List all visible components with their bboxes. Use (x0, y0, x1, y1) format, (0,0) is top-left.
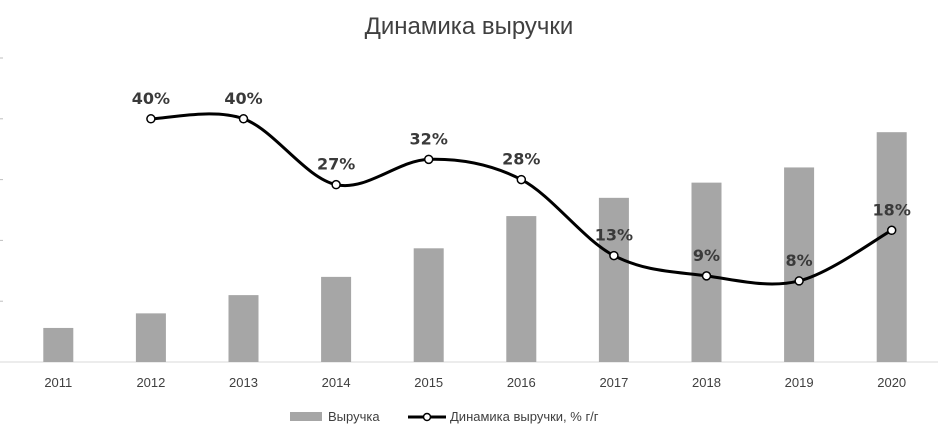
x-tick-label: 2019 (785, 375, 814, 390)
legend-marker-growth (422, 412, 432, 422)
x-tick-label: 2011 (44, 375, 72, 390)
x-tick-label: 2018 (692, 375, 721, 390)
growth-label-2015: 32% (410, 129, 448, 148)
x-tick-label: 2013 (229, 375, 258, 390)
growth-point-2020 (886, 225, 897, 236)
legend-label-revenue: Выручка (328, 409, 380, 424)
bar-2015 (413, 248, 444, 362)
legend-swatch-revenue (290, 412, 322, 421)
x-tick-label: 2014 (322, 375, 351, 390)
growth-point-2015 (423, 154, 434, 165)
revenue-bars (43, 132, 907, 362)
growth-point-2014 (331, 179, 341, 190)
x-tick-label: 2015 (414, 375, 443, 390)
legend-label-growth: Динамика выручки, % г/г (450, 409, 599, 424)
growth-label-2016: 28% (502, 150, 540, 169)
growth-point-2018 (701, 271, 712, 281)
x-tick-label: 2020 (877, 375, 906, 390)
growth-point-2013 (238, 114, 249, 124)
x-axis-labels: 2011 2012 2013 2014 2015 2016 2017 2018 2019 2020 (44, 375, 906, 390)
growth-points (146, 114, 897, 286)
growth-point-2016 (516, 174, 527, 185)
x-tick-label: 2017 (599, 375, 628, 390)
x-tick-label: 2016 (507, 375, 536, 390)
growth-label-2018: 9% (693, 246, 720, 265)
growth-point-2017 (609, 250, 619, 261)
growth-label-2017: 13% (595, 226, 633, 245)
growth-label-2014: 27% (317, 155, 355, 174)
bar-2014 (321, 276, 352, 362)
bar-2012 (135, 313, 166, 362)
bar-2017 (598, 197, 629, 362)
growth-label-2012: 40% (132, 89, 170, 108)
legend: Выручка Динамика выручки, % г/г (290, 409, 599, 424)
growth-label-2019: 8% (786, 251, 813, 270)
bar-2016 (506, 216, 537, 362)
growth-label-2020: 18% (873, 200, 911, 219)
growth-point-2012 (146, 114, 156, 124)
growth-data-labels: 40% 40% 27% 32% 28% 13% 9% 8% 18% (132, 89, 911, 270)
bar-2013 (228, 295, 259, 362)
chart-title: Динамика выручки (365, 13, 574, 40)
bar-2020 (876, 132, 907, 362)
growth-point-2019 (794, 276, 804, 286)
x-tick-label: 2012 (136, 375, 165, 390)
y-axis-ticks (0, 57, 3, 363)
bar-2011 (43, 327, 74, 362)
bar-2019 (784, 167, 815, 362)
growth-label-2013: 40% (224, 89, 262, 108)
